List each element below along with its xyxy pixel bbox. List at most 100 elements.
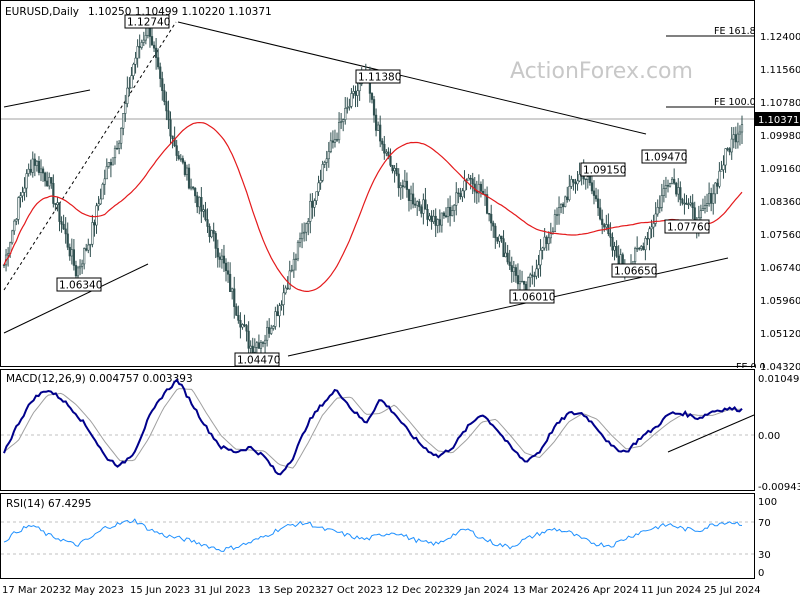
candle-body [609, 233, 612, 238]
candle-body [249, 345, 252, 349]
trend-line [3, 263, 149, 334]
trend-line [177, 21, 647, 135]
candle-body [348, 106, 351, 108]
candle-body [93, 222, 96, 226]
candle-body [605, 224, 608, 228]
pivot-label-text: 1.04470 [237, 355, 280, 367]
y-tick-label: 1.09980 [760, 131, 800, 142]
candle-body [430, 215, 433, 222]
candle-body [134, 57, 137, 65]
candle-body [732, 134, 735, 140]
candle-body [588, 176, 591, 184]
candle-body [329, 140, 332, 152]
candle-body [467, 177, 470, 181]
candle-body [239, 320, 242, 328]
pivot-label-text: 1.09470 [644, 152, 687, 164]
candle-body [383, 143, 386, 154]
candle-body [638, 247, 641, 250]
candle-body [636, 247, 639, 250]
rsi-axis: 100 70 30 0 [758, 497, 777, 579]
candle-body [346, 107, 349, 109]
x-tick-label: 26 Apr 2024 [577, 585, 639, 596]
candle-body [446, 206, 450, 218]
candle-body [477, 183, 480, 194]
candle-body [319, 180, 322, 184]
candle-body [391, 164, 394, 172]
candle-body [181, 158, 184, 163]
candle-body [89, 243, 92, 246]
candle-body [101, 183, 104, 200]
candle-body [679, 187, 682, 200]
candle-body [662, 188, 665, 196]
candle-body [566, 196, 569, 200]
candle-body [118, 142, 121, 149]
pivot-label-text: 1.11380 [358, 72, 401, 84]
candle-body [555, 214, 559, 216]
rsi-title: RSI(14) 67.4295 [6, 498, 91, 510]
candle-body [111, 157, 115, 166]
x-tick-label: 11 Jun 2024 [641, 585, 701, 596]
candle-body [76, 267, 80, 277]
candle-body [311, 200, 314, 208]
candle-body [500, 235, 503, 239]
candle-body [99, 198, 102, 205]
candle-body [333, 139, 337, 143]
candle-body [130, 75, 133, 89]
candle-body [113, 147, 117, 159]
moving-average-line [3, 121, 743, 292]
fibonacci-levels: FE 161.8 FE 100.0 FE 0.0 [666, 26, 766, 373]
price-pane-border [0, 0, 755, 367]
candle-body [422, 199, 425, 214]
candle-body [136, 46, 139, 59]
candle-body [305, 223, 308, 233]
candle-body [15, 219, 18, 222]
candle-body [109, 162, 112, 166]
candle-body [263, 339, 267, 344]
candle-body [286, 287, 289, 290]
candle-body [266, 327, 269, 341]
candle-body [321, 164, 324, 181]
candle-body [144, 35, 147, 41]
pivot-label: 1.09150 [580, 162, 626, 177]
candle-body [418, 201, 421, 208]
candle-body [354, 91, 357, 96]
candle-body [270, 328, 273, 334]
candle-body [335, 139, 339, 141]
candle-body [498, 235, 501, 242]
candle-body [17, 197, 20, 220]
current-price-label: 1.10371 [758, 115, 799, 126]
x-tick-label: 31 Jul 2023 [194, 585, 251, 596]
candle-body [428, 215, 431, 220]
candlestick-series [2, 17, 744, 359]
candle-body [594, 195, 598, 200]
candle-body [463, 180, 466, 192]
candle-body [37, 160, 41, 173]
chart-ohlc-values: 1.10250 1.10499 1.10220 1.10371 [88, 6, 272, 18]
candle-body [734, 134, 737, 143]
macd-tick-label: 0.00 [758, 431, 780, 442]
candle-body [671, 178, 674, 185]
pivot-label-text: 1.06650 [614, 266, 657, 278]
candle-body [83, 248, 86, 265]
candle-body [543, 236, 546, 249]
candle-body [290, 269, 293, 272]
candle-body [27, 168, 30, 174]
candle-body [740, 124, 744, 133]
candle-body [411, 193, 415, 205]
candle-body [292, 259, 295, 271]
candle-body [549, 233, 552, 239]
candle-body [150, 36, 154, 46]
candle-body [33, 158, 36, 166]
candle-body [52, 182, 55, 204]
candle-body [161, 78, 164, 92]
candle-body [424, 199, 427, 210]
candle-body [440, 212, 443, 226]
candle-body [514, 267, 517, 276]
candle-body [448, 206, 452, 216]
pivot-labels: 1.12740 1.11380 1.06340 1.04470 1.09150 … [56, 14, 710, 367]
candle-body [718, 170, 721, 187]
fe-161-label: FE 161.8 [714, 26, 756, 37]
candle-body [105, 166, 108, 180]
candle-body [303, 231, 306, 234]
y-tick-label: 1.05960 [760, 296, 800, 307]
